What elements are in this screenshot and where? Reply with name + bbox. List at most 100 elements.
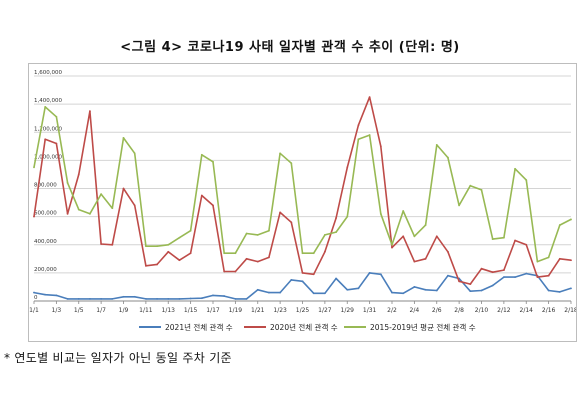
x-tick-label: 1/7 xyxy=(96,307,106,314)
data-point xyxy=(100,297,103,300)
data-point xyxy=(234,252,237,255)
x-tick-label: 2/2 xyxy=(387,307,397,314)
data-point xyxy=(212,294,214,297)
data-point xyxy=(178,297,181,300)
data-point xyxy=(402,210,405,212)
data-point xyxy=(312,292,315,295)
data-point xyxy=(536,276,539,278)
data-point xyxy=(335,217,337,219)
data-point xyxy=(55,142,58,145)
data-point xyxy=(379,145,382,148)
data-point xyxy=(357,287,360,290)
y-tick-label: 1,200,000 xyxy=(34,126,62,132)
data-point xyxy=(402,292,405,295)
data-point xyxy=(491,284,494,287)
legend-label: 2020년 전체 관객 수 xyxy=(270,322,338,332)
data-point xyxy=(167,250,170,253)
data-point xyxy=(525,272,528,275)
data-point xyxy=(447,274,449,277)
data-point xyxy=(279,152,282,155)
data-point xyxy=(223,270,226,273)
data-point xyxy=(245,257,248,260)
data-point xyxy=(357,138,360,141)
data-point xyxy=(256,288,259,291)
data-point xyxy=(189,297,192,300)
data-point xyxy=(290,279,293,281)
data-point xyxy=(77,173,80,176)
data-point xyxy=(33,166,35,169)
series-line-1 xyxy=(33,272,572,300)
y-tick-label: 200,000 xyxy=(34,267,57,273)
chart-frame: 0 200,000 400,000 600,000 800,000 1,000,000 1,… xyxy=(28,63,578,342)
data-point xyxy=(245,297,248,300)
data-point xyxy=(335,277,337,280)
data-point xyxy=(89,297,91,300)
data-point xyxy=(469,290,472,293)
series-line-3 xyxy=(33,106,572,263)
legend-label: 2021년 전체 관객 수 xyxy=(165,322,233,332)
data-point xyxy=(189,252,192,255)
data-point xyxy=(66,212,69,215)
data-point xyxy=(346,288,349,291)
data-point xyxy=(144,264,147,267)
data-point xyxy=(290,221,293,224)
x-tick-label: 2/10 xyxy=(475,307,489,314)
data-point xyxy=(301,280,304,283)
data-point xyxy=(491,271,494,274)
data-point xyxy=(558,257,561,260)
data-point xyxy=(122,136,125,139)
x-tick-label: 1/17 xyxy=(206,307,220,314)
data-point xyxy=(167,243,170,246)
data-point xyxy=(536,260,539,263)
data-point xyxy=(77,208,80,211)
data-point xyxy=(547,289,550,292)
data-point xyxy=(178,236,181,239)
x-tick-label: 2/6 xyxy=(432,307,442,314)
data-point xyxy=(435,235,438,238)
x-tick-label: 1/15 xyxy=(184,307,198,314)
data-point xyxy=(346,215,349,218)
data-point xyxy=(502,236,505,239)
data-point xyxy=(111,243,114,246)
data-point xyxy=(279,211,282,214)
data-point xyxy=(480,289,483,292)
data-point xyxy=(44,106,47,108)
data-point xyxy=(525,179,528,181)
data-point xyxy=(245,232,248,235)
data-point xyxy=(268,256,270,259)
data-point xyxy=(368,134,371,136)
data-point xyxy=(223,295,226,297)
data-point xyxy=(469,184,472,187)
x-tick-label: 1/3 xyxy=(52,307,62,314)
footnote: * 연도별 비교는 일자가 아닌 동일 주차 기준 xyxy=(4,351,232,365)
data-point xyxy=(212,160,214,163)
data-point xyxy=(178,259,181,262)
data-point xyxy=(122,295,125,298)
y-tick-label: 400,000 xyxy=(34,239,57,245)
data-point xyxy=(100,193,103,196)
data-point xyxy=(570,287,572,290)
data-point xyxy=(480,267,483,270)
data-point xyxy=(391,243,393,246)
data-point xyxy=(200,194,203,197)
data-point xyxy=(402,235,405,238)
data-point xyxy=(133,204,136,207)
data-point xyxy=(323,234,326,236)
y-tick-label: 1,400,000 xyxy=(34,98,62,104)
data-point xyxy=(458,204,461,207)
data-point xyxy=(480,189,483,191)
data-point xyxy=(391,291,393,294)
data-point xyxy=(89,110,91,113)
data-point xyxy=(167,297,170,300)
data-point xyxy=(357,124,360,127)
data-point xyxy=(279,291,282,294)
data-point xyxy=(435,289,438,292)
data-point xyxy=(44,138,47,141)
data-point xyxy=(122,187,125,190)
x-tick-label: 1/5 xyxy=(74,307,84,314)
data-point xyxy=(234,270,237,273)
data-point xyxy=(502,269,505,271)
data-point xyxy=(368,271,371,274)
x-tick-label: 1/31 xyxy=(363,307,377,314)
data-point xyxy=(156,297,158,300)
